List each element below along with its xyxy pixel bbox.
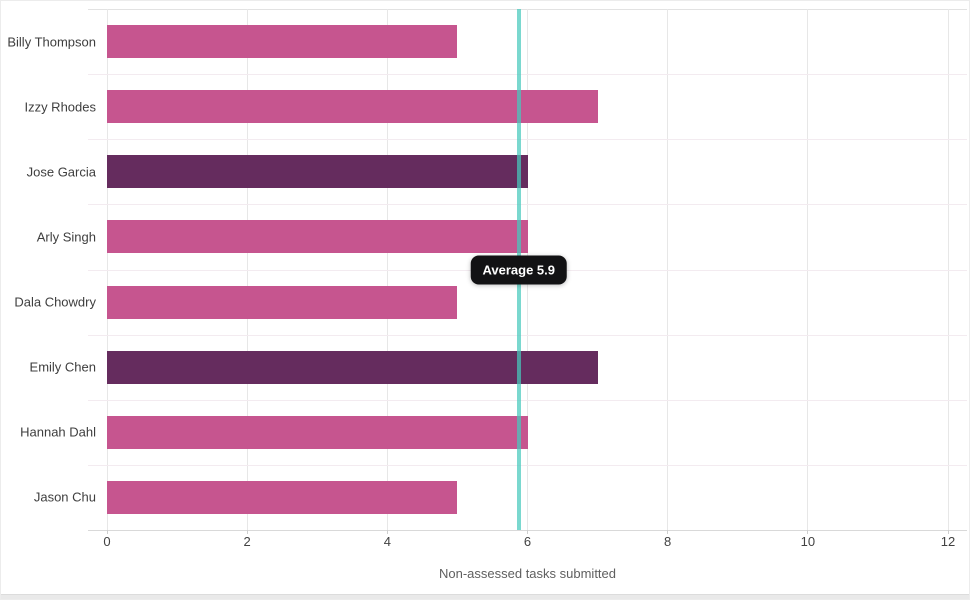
x-tick-label: 12 [940,534,956,549]
x-axis-tick [667,530,669,534]
window-bottom-strip [1,594,969,599]
plot-area: Average 5.9 [88,9,967,531]
x-axis-tick [246,530,248,534]
x-tick-label: 4 [383,534,391,549]
y-axis-label: Izzy Rhodes [24,99,96,115]
band-separator [88,334,967,336]
bar-jason-chu[interactable] [107,480,458,514]
band-separator [88,464,967,466]
x-axis-title: Non-assessed tasks submitted [438,566,617,581]
x-axis-tick [527,530,528,534]
x-tick-label: 0 [103,534,111,549]
x-axis-tick [947,530,949,534]
average-tooltip: Average 5.9 [470,255,567,284]
y-axis-label: Arly Singh [36,229,96,245]
y-axis-label: Emily Chen [29,359,96,375]
band-separator [88,204,967,206]
x-axis-tick [386,530,388,534]
x-tick-label: 10 [800,534,816,549]
bar-billy-thompson[interactable] [107,25,458,59]
band-separator [88,139,967,141]
x-axis-tick [807,530,809,534]
x-tick-label: 2 [243,534,251,549]
y-axis-label: Jose Garcia [26,164,96,180]
y-axis-label: Hannah Dahl [20,424,96,440]
bar-hannah-dahl[interactable] [107,415,528,449]
x-tick-label: 8 [664,534,672,549]
y-axis-label: Jason Chu [33,489,96,505]
y-axis: Billy Thompson Izzy Rhodes Jose Garcia Arly… [1,9,96,530]
bar-emily-chen[interactable] [107,350,598,384]
band-separator [88,399,967,401]
bar-dala-chowdry[interactable] [107,285,458,319]
band-separator [88,74,967,76]
y-axis-label: Dala Chowdry [14,294,96,310]
y-axis-label: Billy Thompson [7,34,96,50]
bar-izzy-rhodes[interactable] [107,90,598,124]
x-axis-tick [106,530,108,534]
x-tick-label: 6 [523,534,532,549]
bar-jose-garcia[interactable] [107,155,528,189]
bar-arly-singh[interactable] [107,220,528,254]
